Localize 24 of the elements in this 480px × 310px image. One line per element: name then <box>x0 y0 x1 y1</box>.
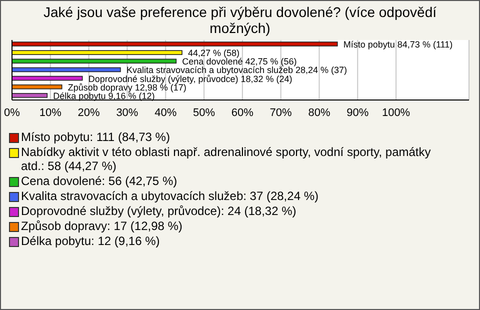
data-label: Kvalita stravovacích a ubytovacích služeb 28,24 % (37) <box>126 65 348 76</box>
x-tick-label: 40% <box>154 106 177 119</box>
legend-label: Cena dovolené: 56 (42,75 %) <box>21 174 178 188</box>
data-label: Doprovodné služby (výlety, průvodce) 18,32 % (24) <box>88 74 292 84</box>
x-tick-label: 30% <box>116 106 138 119</box>
legend-label: Způsob dopravy: 17 (12,98 %) <box>21 219 182 233</box>
x-tick-label: 50% <box>193 106 216 119</box>
chart-title: Jaké jsou vaše preference při výběru dovolené? (více odpovědí možných) <box>42 3 438 36</box>
legend-label: Nabídky aktivit v této oblasti např. adrenalinové sporty, vodní sporty, památky atd.: 58 (44,27 %) <box>21 145 432 173</box>
x-tick-label: 70% <box>270 106 292 119</box>
x-tick-label: 90% <box>346 106 369 119</box>
x-tick-label: 0% <box>4 106 20 119</box>
x-tick-label: 60% <box>231 106 254 119</box>
x-tick-label: 20% <box>78 106 100 119</box>
data-label: 44,27 % (58) <box>188 48 240 58</box>
data-label: Místo pobytu 84,73 % (111) <box>343 40 453 50</box>
data-label: Cena dovolené 42,75 % (56) <box>182 56 297 67</box>
legend-label: Kvalita stravovacích a ubytovacích služeb: 37 (28,24 %) <box>21 189 318 203</box>
legend-label: Délka pobytu: 12 (9,16 %) <box>21 234 160 248</box>
x-tick-label: 80% <box>308 106 330 119</box>
x-tick-label: 100% <box>382 106 410 119</box>
x-tick-label: 10% <box>39 106 62 119</box>
legend-label: Místo pobytu: 111 (84,73 %) <box>21 130 170 144</box>
legend-label: Doprovodné služby (výlety, průvodce): 24 (18,32 %) <box>21 204 296 218</box>
